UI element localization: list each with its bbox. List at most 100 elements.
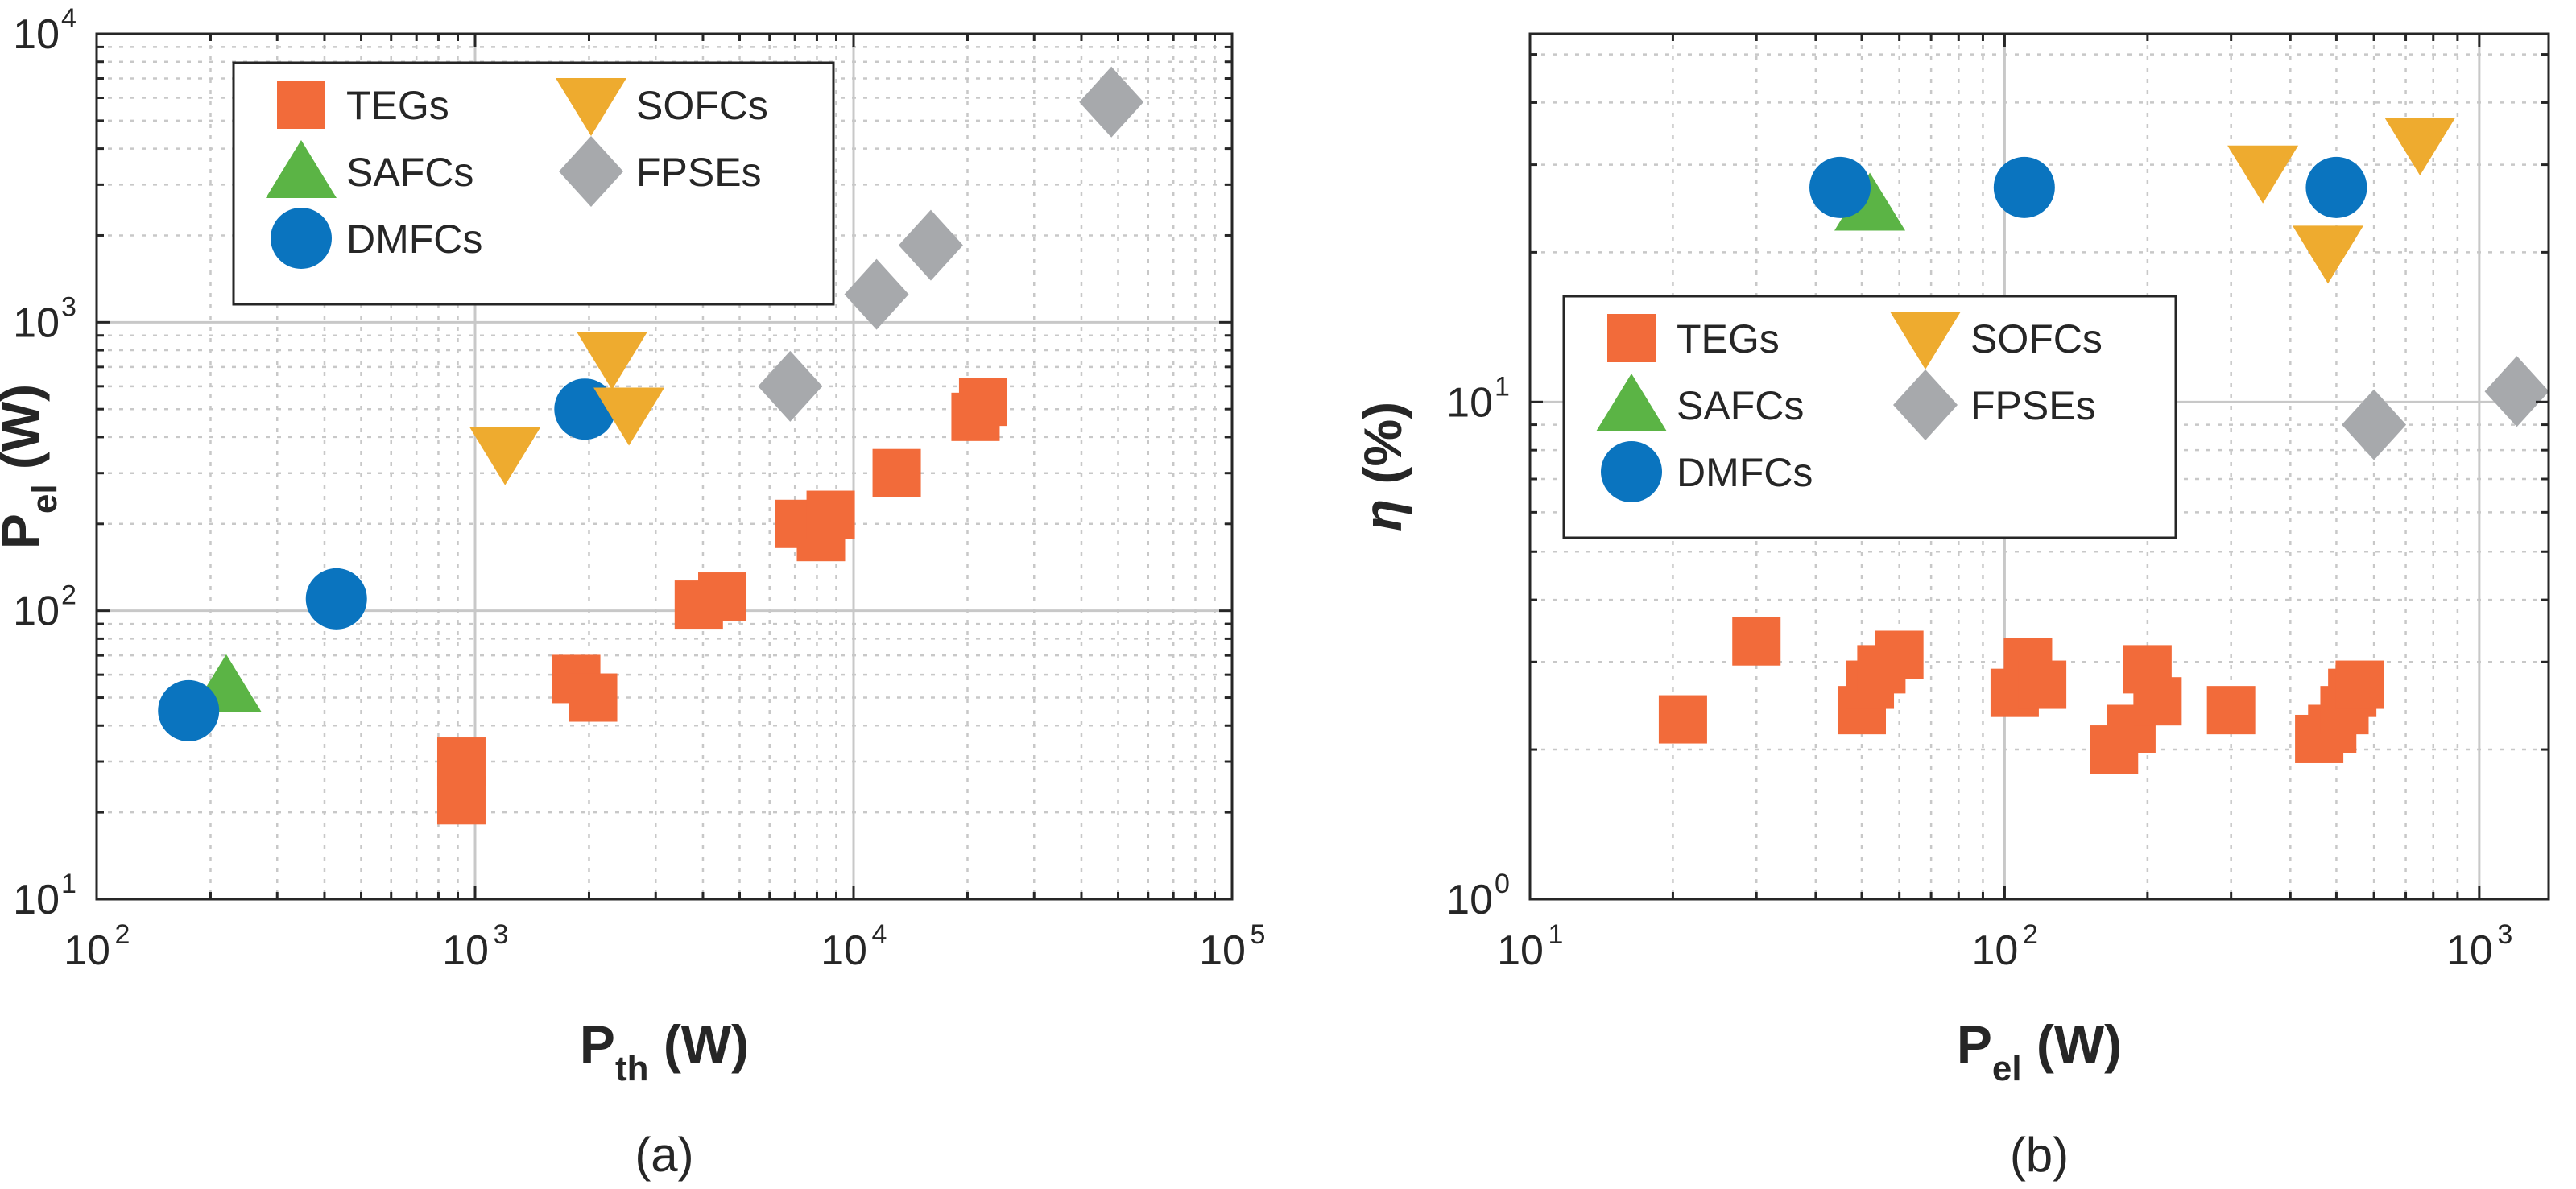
y-axis-label: Pel (W) <box>0 384 64 549</box>
legend-marker-tegs <box>1607 314 1656 362</box>
x-tick-label: 10 <box>64 927 110 974</box>
data-point-tegs <box>436 737 486 786</box>
y-tick-label: 10 <box>13 11 60 58</box>
data-markers <box>158 66 1144 825</box>
data-point-fpses <box>2342 389 2407 460</box>
data-point-sofcs <box>2292 225 2363 284</box>
y-tick-label: 10 <box>1446 877 1493 923</box>
x-tick-exponent: 4 <box>872 919 887 950</box>
y-tick-label: 10 <box>1446 379 1493 426</box>
legend-marker-fpses <box>559 136 623 207</box>
x-axis-label-main: P <box>580 1014 615 1074</box>
x-tick-label: 10 <box>1497 927 1544 974</box>
legend-marker-safcs <box>1596 374 1667 431</box>
legend-box <box>232 61 835 306</box>
y-axis-label-unit: (W) <box>0 384 50 485</box>
data-point-tegs <box>1732 617 1781 666</box>
legend-marker-sofcs <box>1890 312 1961 369</box>
legend-marker-fpses <box>1893 369 1958 440</box>
legend-marker-safcs <box>266 140 337 198</box>
data-point-tegs <box>698 572 747 621</box>
y-axis-label-main: P <box>0 514 50 549</box>
legend-label-safcs: SAFCs <box>1677 383 1804 428</box>
data-point-fpses <box>844 258 909 330</box>
y-tick-exponent: 4 <box>61 3 76 34</box>
data-point-fpses <box>898 209 963 281</box>
x-tick-label: 10 <box>821 927 867 974</box>
data-point-sofcs <box>2384 118 2456 176</box>
y-axis-label: η (%) <box>1353 402 1412 531</box>
legend-label-fpses: FPSEs <box>1970 383 2096 428</box>
x-tick-label: 10 <box>1972 927 2019 974</box>
y-axis-label-subscript: el <box>25 484 64 514</box>
y-tick-exponent: 1 <box>1495 371 1510 402</box>
y-tick-exponent: 1 <box>61 869 76 899</box>
x-tick-exponent: 2 <box>2023 919 2038 950</box>
legend-label-fpses: FPSEs <box>636 150 762 195</box>
data-point-sofcs <box>2227 145 2299 204</box>
legend-label-sofcs: SOFCs <box>1970 316 2103 361</box>
x-axis-label-unit: (W) <box>2022 1014 2123 1074</box>
x-tick-exponent: 3 <box>2497 919 2512 950</box>
x-axis-label-main: P <box>1957 1014 1992 1074</box>
x-tick-exponent: 3 <box>494 919 509 950</box>
panel-caption: (b) <box>2010 1128 2069 1182</box>
legend-marker-dmfcs <box>271 208 332 269</box>
x-tick-exponent: 5 <box>1251 919 1266 950</box>
legend-marker-tegs <box>277 81 325 129</box>
data-point-fpses <box>758 350 823 422</box>
x-tick-label: 10 <box>2446 927 2493 974</box>
x-axis-label-unit: (W) <box>648 1014 749 1074</box>
data-point-tegs <box>2018 660 2067 709</box>
legend-label-tegs: TEGs <box>1677 316 1780 361</box>
data-point-dmfcs <box>1993 156 2055 218</box>
data-point-tegs <box>872 448 921 497</box>
data-point-sofcs <box>593 387 665 446</box>
y-tick-exponent: 0 <box>1495 869 1510 899</box>
data-point-dmfcs <box>1809 156 1871 218</box>
legend-marker-sofcs <box>556 78 626 136</box>
x-axis-label-subscript: th <box>615 1049 649 1088</box>
y-tick-label: 10 <box>13 877 60 923</box>
data-point-fpses <box>1079 66 1144 138</box>
x-tick-label: 10 <box>1199 927 1246 974</box>
data-point-dmfcs <box>2305 156 2367 218</box>
x-tick-exponent: 2 <box>115 919 130 950</box>
legend: TEGs SAFCs DMFCs SOFCs FPSEs <box>232 61 835 306</box>
tick-marks <box>1528 34 2549 901</box>
data-point-sofcs <box>469 427 541 485</box>
x-axis-label: Pth (W) <box>580 1014 749 1088</box>
y-tick-label: 10 <box>13 588 60 635</box>
data-point-tegs <box>2133 677 2182 726</box>
data-point-tegs <box>569 673 618 722</box>
data-point-tegs <box>2335 660 2384 709</box>
legend-label-sofcs: SOFCs <box>636 83 768 128</box>
y-tick-label: 10 <box>13 299 60 346</box>
y-axis-label-main: η <box>1353 499 1412 531</box>
panel-caption: (a) <box>635 1128 693 1182</box>
legend-marker-dmfcs <box>1601 441 1662 502</box>
legend-label-tegs: TEGs <box>346 83 449 128</box>
data-point-tegs <box>806 490 855 539</box>
data-point-safcs <box>1834 172 1906 231</box>
data-point-fpses <box>2484 356 2549 427</box>
legend-label-dmfcs: DMFCs <box>1677 450 1813 495</box>
x-axis-label: Pel (W) <box>1957 1014 2122 1088</box>
data-point-tegs <box>1875 630 1924 679</box>
y-tick-exponent: 3 <box>61 291 76 322</box>
legend-box <box>1562 295 2177 539</box>
data-point-dmfcs <box>305 568 367 630</box>
data-point-tegs <box>958 378 1007 427</box>
x-axis-label-subscript: el <box>1992 1049 2022 1088</box>
data-markers <box>1658 118 2549 774</box>
data-point-tegs <box>2206 686 2256 735</box>
data-point-tegs <box>1658 695 1707 744</box>
tick-marks <box>95 32 1234 901</box>
axes-box <box>1528 32 2550 901</box>
legend: TEGs SAFCs DMFCs SOFCs FPSEs <box>1562 295 2177 539</box>
axes-box <box>95 32 1234 901</box>
data-point-dmfcs <box>158 679 220 741</box>
